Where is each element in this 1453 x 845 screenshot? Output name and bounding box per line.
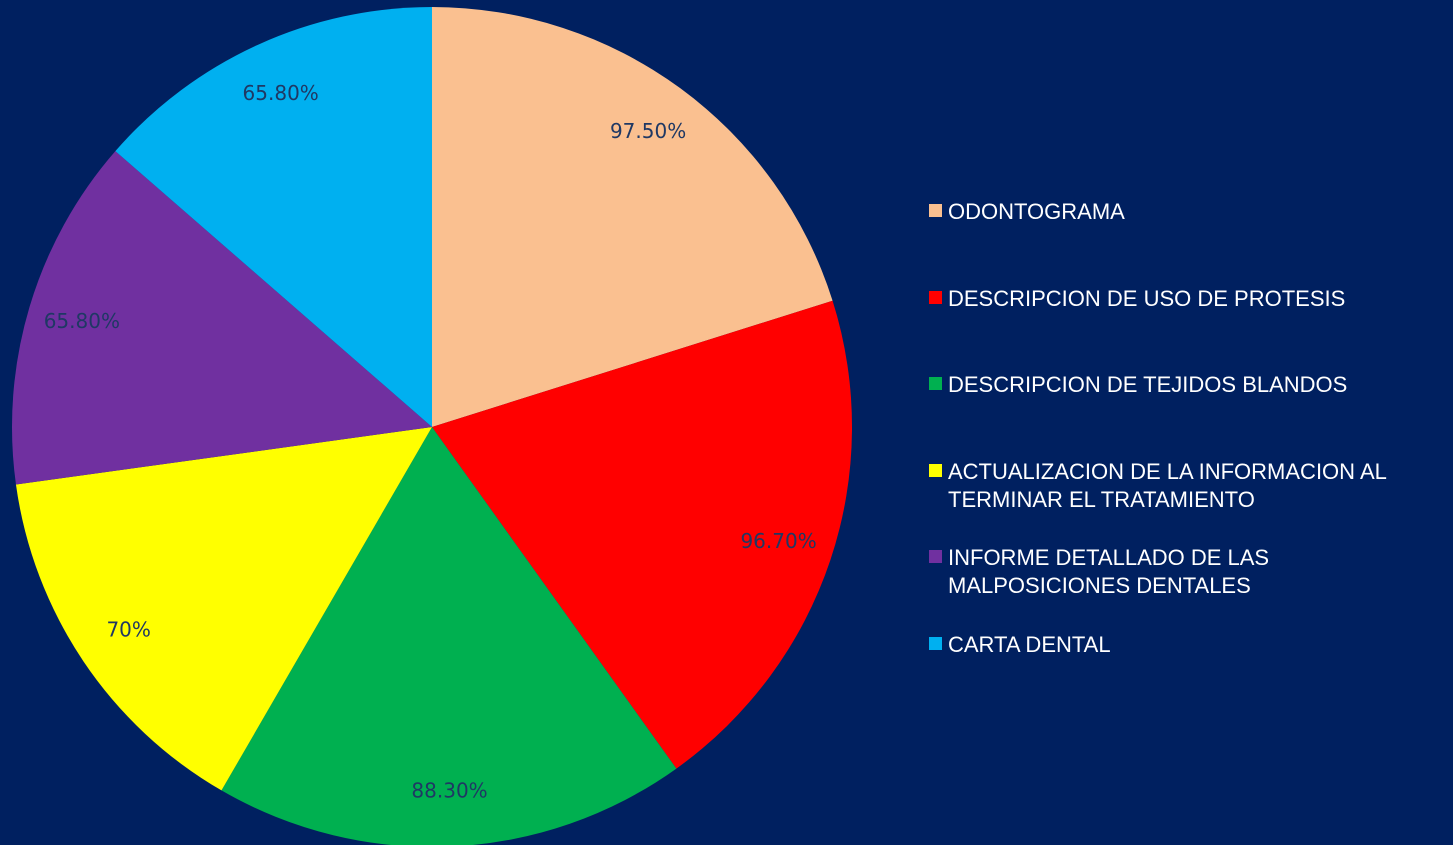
data-label: 88.30% xyxy=(411,778,487,802)
data-label: 70% xyxy=(106,617,150,641)
legend-swatch xyxy=(929,204,942,217)
legend-item: DESCRIPCION DE USO DE PROTESIS xyxy=(929,285,1449,313)
legend-item: CARTA DENTAL xyxy=(929,631,1449,659)
pie-slice xyxy=(15,427,432,791)
legend-item: INFORME DETALLADO DE LAS MALPOSICIONES D… xyxy=(929,544,1449,600)
legend-label: DESCRIPCION DE TEJIDOS BLANDOS xyxy=(948,372,1348,398)
legend-swatch xyxy=(929,377,942,391)
legend-swatch xyxy=(929,550,942,564)
pie-slice xyxy=(432,300,852,769)
legend-swatch xyxy=(929,463,942,477)
pie-slice xyxy=(221,427,677,845)
data-label: 65.80% xyxy=(44,309,120,333)
data-label: 96.70% xyxy=(740,529,816,553)
legend-item: ODONTOGRAMA xyxy=(929,198,1449,226)
legend-swatch xyxy=(929,290,942,304)
data-label: 65.80% xyxy=(243,81,319,105)
legend-label: ODONTOGRAMA xyxy=(948,199,1125,224)
pie-slice xyxy=(115,7,433,427)
legend-item: DESCRIPCION DE TEJIDOS BLANDOS xyxy=(929,371,1449,399)
legend-label: INFORME DETALLADO DE LAS MALPOSICIONES D… xyxy=(948,545,1270,599)
legend-label: CARTA DENTAL xyxy=(948,632,1111,657)
legend-label: ACTUALIZACION DE LA INFORMACION AL TERMI… xyxy=(948,458,1387,512)
legend-swatch xyxy=(929,637,942,650)
legend-label: DESCRIPCION DE USO DE PROTESIS xyxy=(948,285,1346,311)
legend-item: ACTUALIZACION DE LA INFORMACION AL TERMI… xyxy=(929,458,1449,514)
pie-slice xyxy=(432,7,833,427)
data-label: 97.50% xyxy=(610,119,686,143)
pie-slice xyxy=(11,151,432,485)
